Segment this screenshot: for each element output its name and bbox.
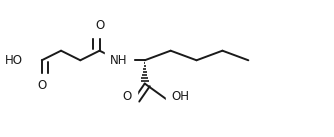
Text: OH: OH <box>171 90 189 103</box>
Text: HO: HO <box>5 54 22 67</box>
Text: O: O <box>37 79 46 92</box>
Text: O: O <box>122 90 132 103</box>
Text: NH: NH <box>110 54 128 67</box>
Text: O: O <box>95 18 104 32</box>
